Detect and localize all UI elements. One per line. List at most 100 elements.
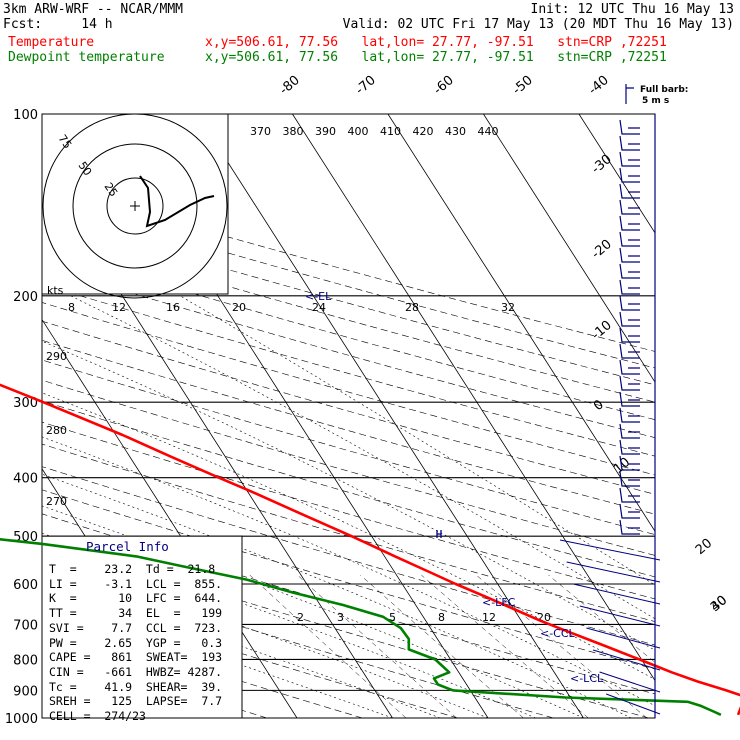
isotherm-label: 40 (708, 593, 730, 615)
pressure-tick-label: 800 (13, 653, 38, 668)
wind-barb (619, 359, 640, 375)
mixing-ratio-line (297, 574, 457, 718)
dry-adiabat-line (42, 563, 554, 718)
dry-adiabat-line (42, 198, 655, 369)
ccl-marker: <-CCL (540, 627, 576, 640)
wind-barb (619, 391, 640, 407)
wind-barb (619, 279, 640, 295)
barb-legend-title: Full barb: (640, 85, 688, 95)
parcel-info-row: K = 10 LFC = 644. (49, 591, 223, 605)
parcel-info-title: Parcel Info (86, 539, 169, 554)
wind-barb (619, 263, 640, 279)
pressure-tick-label: 100 (13, 108, 38, 123)
isotherm-label: 10 (611, 455, 633, 477)
dry-adiabat-line (42, 538, 649, 718)
isotherm-line (483, 114, 655, 383)
mixing-ratio-label: 12 (482, 611, 496, 624)
wind-barb (619, 455, 640, 471)
upper-scale-label: 24 (312, 301, 326, 314)
theta-label: 420 (413, 125, 434, 138)
wind-barb (586, 627, 661, 649)
pressure-tick-label: 900 (13, 684, 38, 699)
barb-legend-icon (625, 84, 634, 104)
valid-time: Valid: 02 UTC Fri 17 May 13 (20 MDT Thu … (342, 17, 734, 32)
dewpoint-profile (0, 538, 722, 716)
dry-adiabat-label: 280 (46, 424, 67, 437)
isotherm-label: -10 (589, 318, 615, 343)
isotherm-label: -40 (586, 73, 612, 98)
isotherm-label: 0 (591, 397, 607, 414)
mixing-ratio-line (360, 574, 524, 718)
parcel-info-box (41, 535, 243, 719)
dry-adiabat-label: 270 (46, 495, 67, 508)
mixing-ratio-label: 3 (337, 611, 344, 624)
model-title: 3km ARW-WRF -- NCAR/MMM (3, 2, 184, 17)
isotherm-line (196, 114, 584, 718)
dewpoint-legend: Dewpoint temperature (8, 50, 165, 65)
theta-label: 430 (445, 125, 466, 138)
isotherm-label: 20 (693, 536, 715, 558)
wind-barb (619, 439, 640, 455)
parcel-info-row: T = 23.2 Td = 21.8 (49, 562, 216, 576)
dry-adiabat-line (42, 248, 655, 421)
wind-barb (619, 423, 640, 439)
parcel-info-row: CELL = 274/23 (49, 709, 146, 723)
wind-barb (619, 199, 640, 215)
theta-label: 410 (380, 125, 401, 138)
wind-barb (566, 561, 661, 583)
hodograph-ring (42, 113, 228, 299)
upper-scale-label: 32 (501, 301, 515, 314)
hodograph-units-label: kts (47, 284, 64, 297)
isotherm-line (0, 114, 11, 718)
theta-label: 440 (478, 125, 499, 138)
wind-barb (619, 471, 640, 487)
dry-adiabat-line (42, 266, 655, 439)
pressure-tick-label: 300 (13, 396, 38, 411)
temperature-location: x,y=506.61, 77.56 lat,lon= 27.77, -97.51… (205, 35, 667, 50)
wind-barb (619, 487, 640, 503)
wind-barb (619, 519, 640, 535)
lcl-marker: <-LCL (570, 672, 604, 685)
wind-barb (619, 231, 640, 247)
pressure-tick-label: 600 (13, 578, 38, 593)
mixing-ratio-label: 8 (438, 611, 445, 624)
wind-barb (619, 215, 640, 231)
dry-adiabat-line (42, 339, 655, 515)
theta-label: 380 (283, 125, 304, 138)
wind-barb (619, 135, 640, 151)
upper-scale-label: 12 (112, 301, 126, 314)
lfc-marker: <-LFC (482, 596, 516, 609)
hodograph-ring (106, 177, 164, 235)
wind-barb (606, 693, 661, 715)
theta-label: 390 (315, 125, 336, 138)
wind-barb (619, 311, 640, 327)
dry-adiabat-line (42, 421, 655, 600)
parcel-info-row: SREH = 125 LAPSE= 7.7 (49, 694, 223, 708)
mixing-ratio-line (421, 574, 589, 718)
pressure-tick-label: 700 (13, 618, 38, 633)
dry-adiabat-label: 290 (46, 350, 67, 363)
hodograph-ring (72, 143, 198, 269)
isotherm-label: -20 (589, 237, 615, 262)
isotherm-label: -60 (431, 73, 457, 98)
parcel-info-row: Tc = 41.9 SHEAR= 39. (49, 680, 223, 694)
isotherm-label: -80 (277, 73, 303, 98)
temperature-profile (0, 383, 740, 716)
wind-barb (619, 343, 640, 359)
upper-scale-label: 16 (166, 301, 180, 314)
barb-legend-units: 5 m s (642, 96, 669, 106)
wind-barb (619, 375, 640, 391)
theta-label: 400 (348, 125, 369, 138)
wind-barb (619, 327, 640, 343)
wind-barb (559, 539, 661, 561)
wind-barb (619, 119, 640, 135)
mixing-ratio-label: 2 (297, 611, 304, 624)
dry-adiabat-line (42, 443, 655, 622)
wind-barb (599, 671, 661, 693)
dewpoint-location: x,y=506.61, 77.56 lat,lon= 27.77, -97.51… (205, 50, 667, 65)
isotherm-label: -30 (589, 152, 615, 177)
upper-scale-label: 8 (68, 301, 75, 314)
hodograph-trace (139, 175, 215, 228)
hodograph-center-mark (130, 201, 140, 211)
